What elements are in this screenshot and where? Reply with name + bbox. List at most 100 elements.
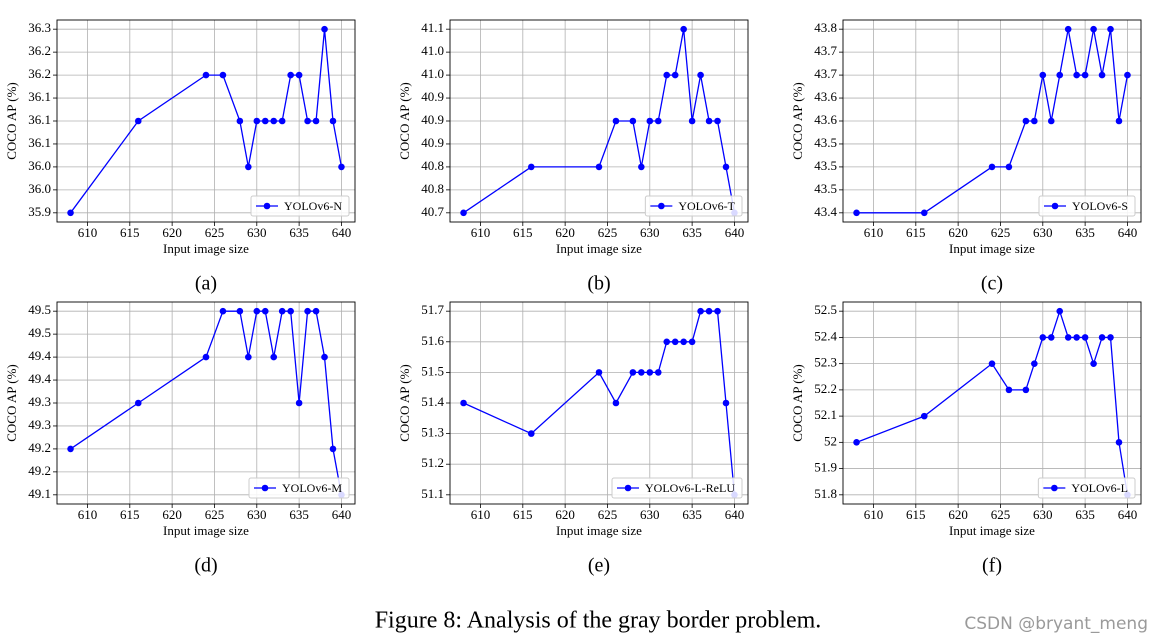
legend-box — [250, 195, 350, 217]
data-point — [1115, 117, 1123, 125]
x-tick-label: 610 — [78, 507, 98, 522]
x-tick-label: 620 — [948, 507, 968, 522]
data-point — [1090, 360, 1097, 367]
x-tick-label: 620 — [162, 507, 182, 522]
y-tick-label: 36.2 — [28, 66, 51, 81]
data-point — [595, 369, 603, 376]
data-point — [680, 338, 687, 346]
data-point — [1047, 334, 1055, 341]
legend: YOLOv6-T — [644, 195, 743, 217]
x-tick-label: 625 — [598, 507, 618, 522]
legend-marker — [261, 484, 269, 492]
data-point — [646, 369, 654, 376]
data-point — [595, 163, 603, 171]
x-tick-label: 635 — [289, 507, 309, 522]
data-point — [722, 163, 730, 171]
x-tick-label: 610 — [471, 225, 491, 240]
data-point — [278, 117, 286, 125]
data-point — [460, 399, 467, 407]
subplot: 610 615 620 625 630 635 640 43.4 43.5 43.5 43.5 43.… — [790, 19, 1142, 295]
subcaption: (d) — [194, 555, 217, 577]
x-tick-label: 610 — [864, 507, 884, 522]
legend-marker — [263, 202, 271, 210]
y-tick-label: 43.8 — [814, 20, 837, 35]
y-tick-label: 49.2 — [28, 440, 51, 455]
subplot: 610 615 620 625 630 635 640 35.9 36.0 36.0 36.1 36.… — [4, 19, 356, 295]
data-point — [312, 307, 320, 315]
x-tick-label: 640 — [1118, 225, 1138, 240]
data-point — [920, 412, 928, 420]
legend-marker — [1051, 484, 1058, 492]
data-point — [1064, 25, 1072, 33]
data-point — [612, 117, 620, 125]
y-tick-label: 43.6 — [814, 112, 837, 127]
x-tick-label: 640 — [332, 507, 352, 522]
y-tick-label: 49.1 — [28, 486, 51, 501]
data-point — [253, 307, 261, 315]
y-tick-label: 51.5 — [421, 363, 444, 378]
data-point — [663, 71, 671, 79]
x-tick-label: 620 — [555, 225, 575, 240]
legend-label: YOLOv6-M — [282, 481, 342, 495]
x-tick-label: 630 — [640, 225, 660, 240]
data-point — [278, 307, 286, 315]
axes-frame — [449, 19, 749, 223]
data-point — [287, 307, 294, 315]
data-point — [321, 25, 328, 33]
data-point — [1107, 334, 1114, 341]
y-tick-label: 41.1 — [421, 20, 444, 35]
y-tick-label: 52.1 — [814, 407, 837, 422]
y-tick-label: 51.8 — [814, 486, 837, 501]
y-tick-label: 51.4 — [421, 394, 444, 409]
data-point — [1107, 25, 1114, 33]
data-point — [1098, 334, 1106, 341]
legend-label: YOLOv6-L-ReLU — [645, 481, 735, 495]
x-tick-label: 615 — [513, 225, 533, 240]
data-point — [654, 369, 662, 376]
data-point — [287, 71, 294, 79]
x-tick-label: 625 — [598, 225, 618, 240]
y-tick-label: 36.2 — [28, 43, 51, 58]
data-point — [853, 209, 860, 217]
data-point — [1098, 71, 1106, 79]
data-point — [1022, 117, 1030, 125]
x-axis-label: Input image size — [556, 241, 642, 256]
data-point — [1081, 71, 1089, 79]
data-point — [321, 353, 328, 361]
legend: YOLOv6-M — [248, 477, 350, 499]
y-tick-label: 43.7 — [814, 43, 837, 58]
x-tick-label: 635 — [682, 507, 702, 522]
y-tick-label: 51.6 — [421, 333, 444, 348]
data-point — [460, 209, 467, 217]
data-point — [646, 117, 654, 125]
legend-box — [1038, 195, 1136, 217]
data-point — [1090, 25, 1097, 33]
x-tick-label: 635 — [682, 225, 702, 240]
data-point — [1039, 71, 1047, 79]
y-tick-label: 36.3 — [28, 20, 51, 35]
legend-box — [1037, 477, 1136, 499]
watermark: CSDN @bryant_meng — [964, 614, 1148, 634]
x-tick-label: 635 — [1075, 225, 1095, 240]
data-point — [1005, 163, 1013, 171]
data-point — [988, 360, 996, 367]
data-point — [304, 117, 311, 125]
y-tick-label: 40.7 — [421, 204, 444, 219]
data-point — [663, 338, 671, 346]
data-point — [202, 71, 210, 79]
data-point — [920, 209, 928, 217]
subcaption: (c) — [981, 273, 1003, 295]
data-point — [1073, 71, 1080, 79]
subplot: 610 615 620 625 630 635 640 51.8 51.9 52 52.1 52.2 5… — [790, 301, 1142, 577]
y-tick-label: 36.1 — [28, 135, 51, 150]
data-point — [1056, 71, 1064, 79]
x-tick-label: 625 — [205, 507, 225, 522]
data-point — [67, 209, 74, 217]
data-point — [1031, 360, 1038, 367]
x-axis-label: Input image size — [556, 523, 642, 538]
x-axis-label: Input image size — [949, 241, 1035, 256]
figure-caption: Figure 8: Analysis of the gray border pr… — [375, 608, 822, 634]
data-point — [1022, 386, 1030, 394]
